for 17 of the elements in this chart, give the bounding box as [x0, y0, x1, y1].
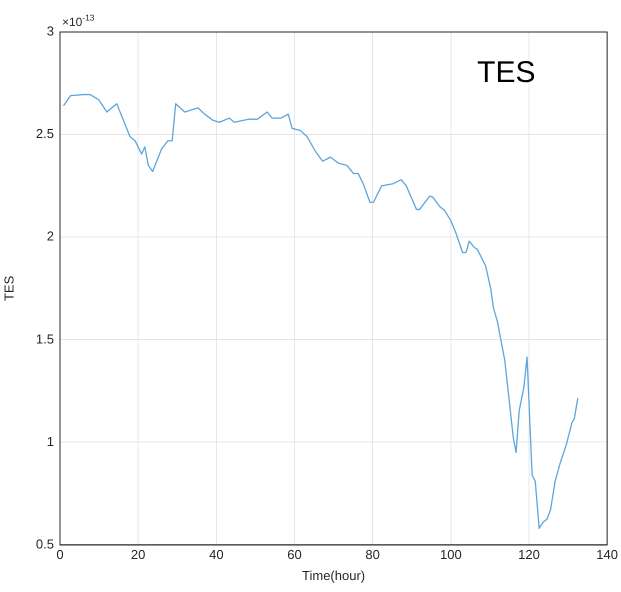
y-tick-label: 1.5 — [36, 331, 54, 346]
x-tick-label: 100 — [440, 547, 462, 562]
x-axis-title: Time(hour) — [302, 568, 366, 583]
y-tick-label: 3 — [46, 24, 54, 39]
x-tick-label: 120 — [518, 547, 540, 562]
y-tick-label: 2.5 — [36, 126, 54, 142]
x-tick-label: 20 — [130, 547, 146, 562]
y-tick-label: 1 — [46, 434, 54, 449]
y-tick-label: 0.5 — [36, 536, 54, 552]
y-axis-title: TES — [1, 275, 16, 302]
x-tick-label: 60 — [287, 547, 302, 562]
x-tick-label: 80 — [365, 547, 380, 562]
x-tick-label: 40 — [209, 547, 224, 562]
annotation: TES — [477, 56, 536, 89]
x-tick-label: 140 — [596, 547, 618, 562]
x-tick-label: 0 — [56, 547, 64, 562]
y-tick-label: 2 — [46, 228, 54, 244]
